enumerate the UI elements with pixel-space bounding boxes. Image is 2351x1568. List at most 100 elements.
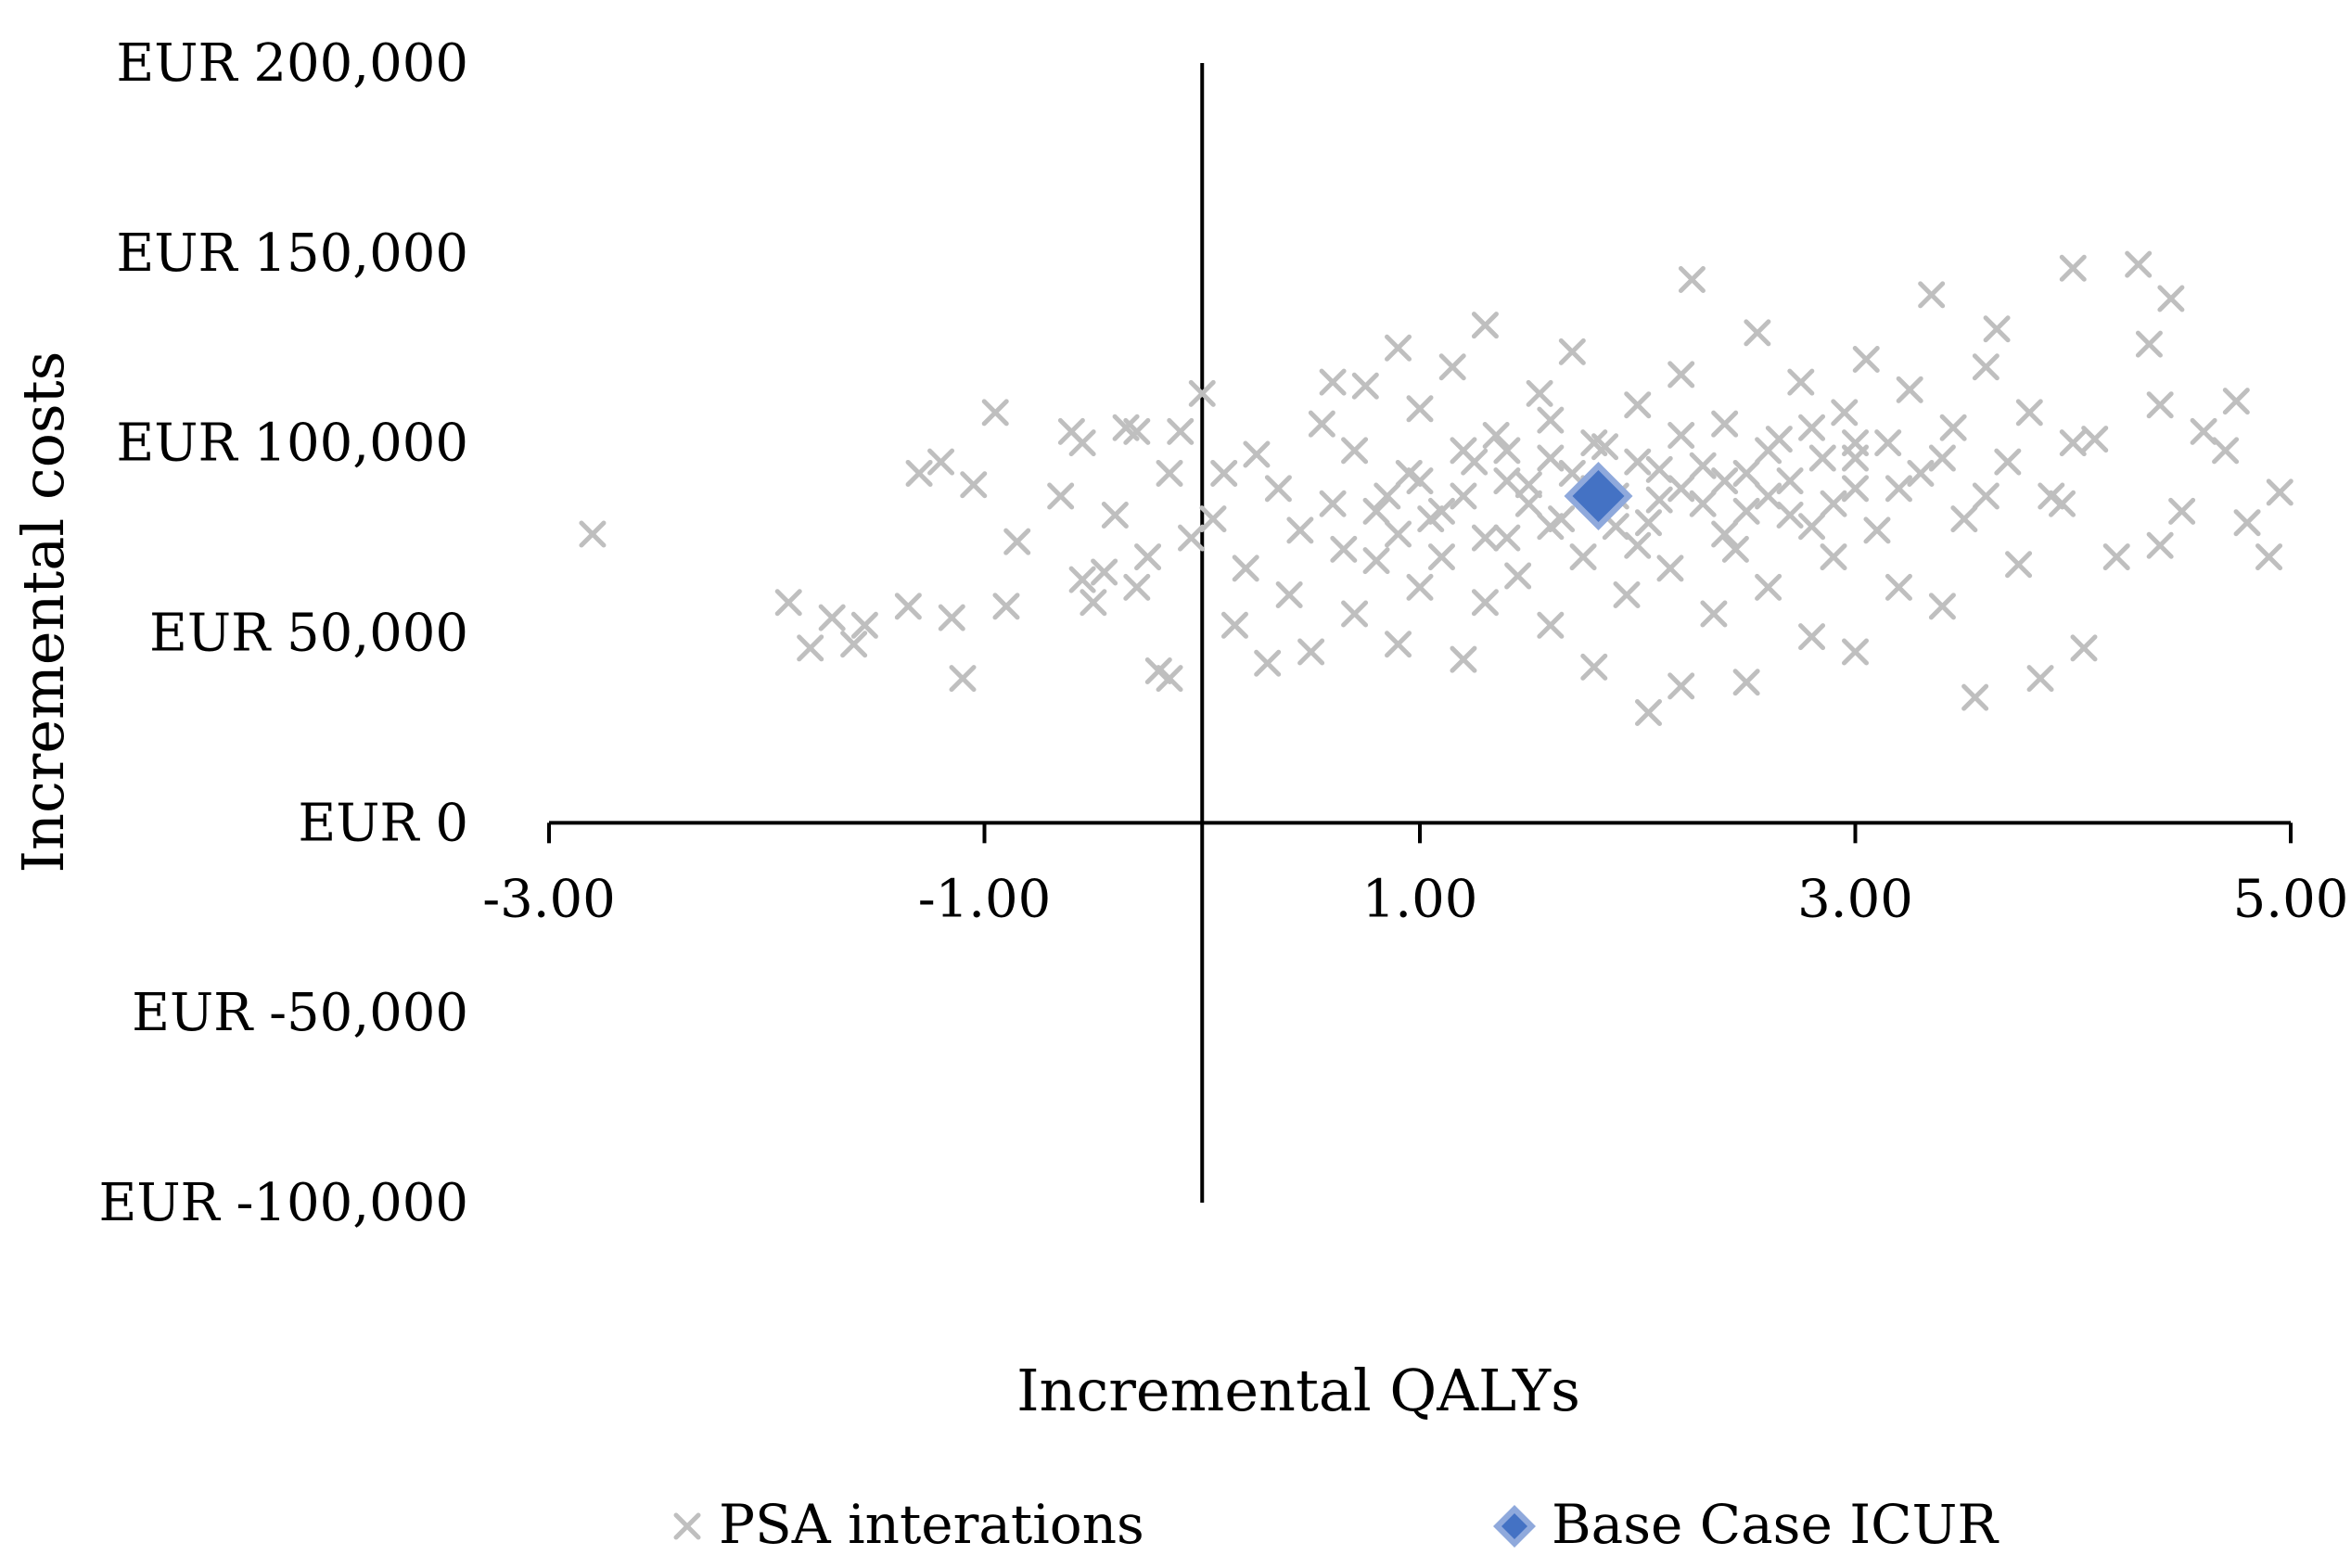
psa-point: [774, 589, 802, 617]
psa-point: [1406, 573, 1434, 601]
psa-point: [1580, 653, 1608, 681]
psa-point: [1450, 437, 1477, 465]
psa-point: [1101, 502, 1129, 529]
psa-points: [579, 250, 2294, 727]
psa-point: [1374, 482, 1401, 510]
psa-point: [1144, 657, 1172, 684]
psa-point: [1787, 368, 1815, 396]
x-tick-labels: -3.00 -1.00 1.00 3.00 5.00: [482, 869, 2348, 929]
psa-point: [1385, 334, 1412, 362]
y-tick-label: EUR -50,000: [132, 983, 468, 1043]
psa-point: [992, 593, 1020, 620]
psa-point: [1721, 535, 1749, 563]
psa-point: [850, 611, 878, 639]
psa-point: [1842, 429, 1869, 457]
psa-point: [1504, 562, 1532, 590]
psa-point: [1569, 543, 1597, 571]
psa-point: [1885, 573, 1912, 601]
x-tick-label: 3.00: [1797, 869, 1913, 929]
psa-point: [1493, 467, 1521, 495]
psa-point: [1514, 490, 1542, 517]
psa-point: [1351, 372, 1379, 400]
psa-point: [1939, 414, 1967, 441]
psa-point: [1885, 475, 1912, 503]
psa-point: [1537, 611, 1565, 639]
psa-point: [1156, 665, 1183, 693]
psa-point: [1656, 555, 1684, 582]
psa-point: [1831, 399, 1859, 427]
psa-point: [1385, 631, 1412, 658]
psa-point: [1798, 414, 1826, 441]
psa-point: [1537, 444, 1565, 472]
x-tick-label: -3.00: [482, 869, 616, 929]
psa-point: [2026, 665, 2054, 693]
psa-point: [1907, 459, 1935, 487]
legend-label-psa: PSA interations: [719, 1493, 1144, 1556]
psa-point: [1537, 406, 1565, 434]
psa-point: [2255, 543, 2283, 571]
psa-point: [2222, 388, 2250, 415]
psa-point: [1450, 482, 1477, 510]
psa-point: [938, 604, 965, 631]
legend-label-base-case: Base Case ICUR: [1552, 1493, 2000, 1556]
psa-point: [1961, 683, 1989, 711]
psa-point: [1341, 437, 1369, 465]
psa-point: [1667, 361, 1695, 389]
psa-point: [2005, 551, 2033, 579]
psa-point: [1928, 593, 1956, 620]
psa-point: [1319, 368, 1347, 396]
psa-point: [2125, 250, 2153, 278]
psa-point: [1123, 417, 1151, 445]
psa-point: [1744, 319, 1771, 347]
psa-point: [2146, 531, 2174, 559]
psa-point: [1537, 513, 1565, 541]
psa-point: [1678, 266, 1706, 294]
psa-point: [1427, 543, 1455, 571]
psa-point: [1689, 452, 1717, 479]
psa-point: [1406, 395, 1434, 423]
psa-point: [1232, 555, 1259, 582]
psa-point: [1319, 490, 1347, 517]
psa-point: [1808, 444, 1836, 472]
psa-point: [1362, 547, 1390, 575]
psa-point: [2049, 490, 2076, 517]
psa-point: [1798, 513, 1826, 541]
psa-point: [1972, 482, 2000, 510]
psa-point: [1330, 535, 1358, 563]
psa-point: [1558, 338, 1586, 365]
psa-point: [1645, 455, 1673, 483]
psa-point: [1199, 505, 1227, 533]
base-case-point: [1564, 462, 1633, 531]
psa-point: [1417, 505, 1445, 533]
psa-point: [1482, 421, 1510, 449]
psa-point: [1188, 379, 1216, 407]
psa-point: [1983, 315, 2011, 343]
psa-point: [2266, 478, 2294, 506]
psa-point: [1243, 440, 1271, 468]
psa-point: [2081, 426, 2109, 453]
psa-point: [2212, 437, 2240, 465]
psa-point: [2059, 254, 2087, 282]
psa-point: [1634, 509, 1662, 537]
y-tick-label: EUR 100,000: [116, 414, 468, 474]
psa-point: [1362, 497, 1390, 525]
psa-point: [1667, 672, 1695, 700]
psa-point: [1471, 524, 1499, 552]
psa-point: [1755, 437, 1782, 465]
psa-point: [2038, 482, 2065, 510]
x-ticks: [547, 822, 2293, 844]
psa-point: [1167, 417, 1195, 445]
psa-point: [1514, 471, 1542, 499]
psa-point: [1950, 505, 1978, 533]
psa-point: [818, 604, 846, 631]
psa-point: [1852, 346, 1880, 374]
legend-item-psa: PSA interations: [673, 1493, 1144, 1556]
y-axis-title: Incremental costs: [9, 351, 77, 873]
psa-point: [1123, 573, 1151, 601]
psa-point: [1820, 543, 1847, 571]
psa-point: [1842, 638, 1869, 666]
x-tick-label: 5.00: [2233, 869, 2349, 929]
psa-point: [1385, 520, 1412, 548]
psa-point: [1755, 482, 1782, 510]
